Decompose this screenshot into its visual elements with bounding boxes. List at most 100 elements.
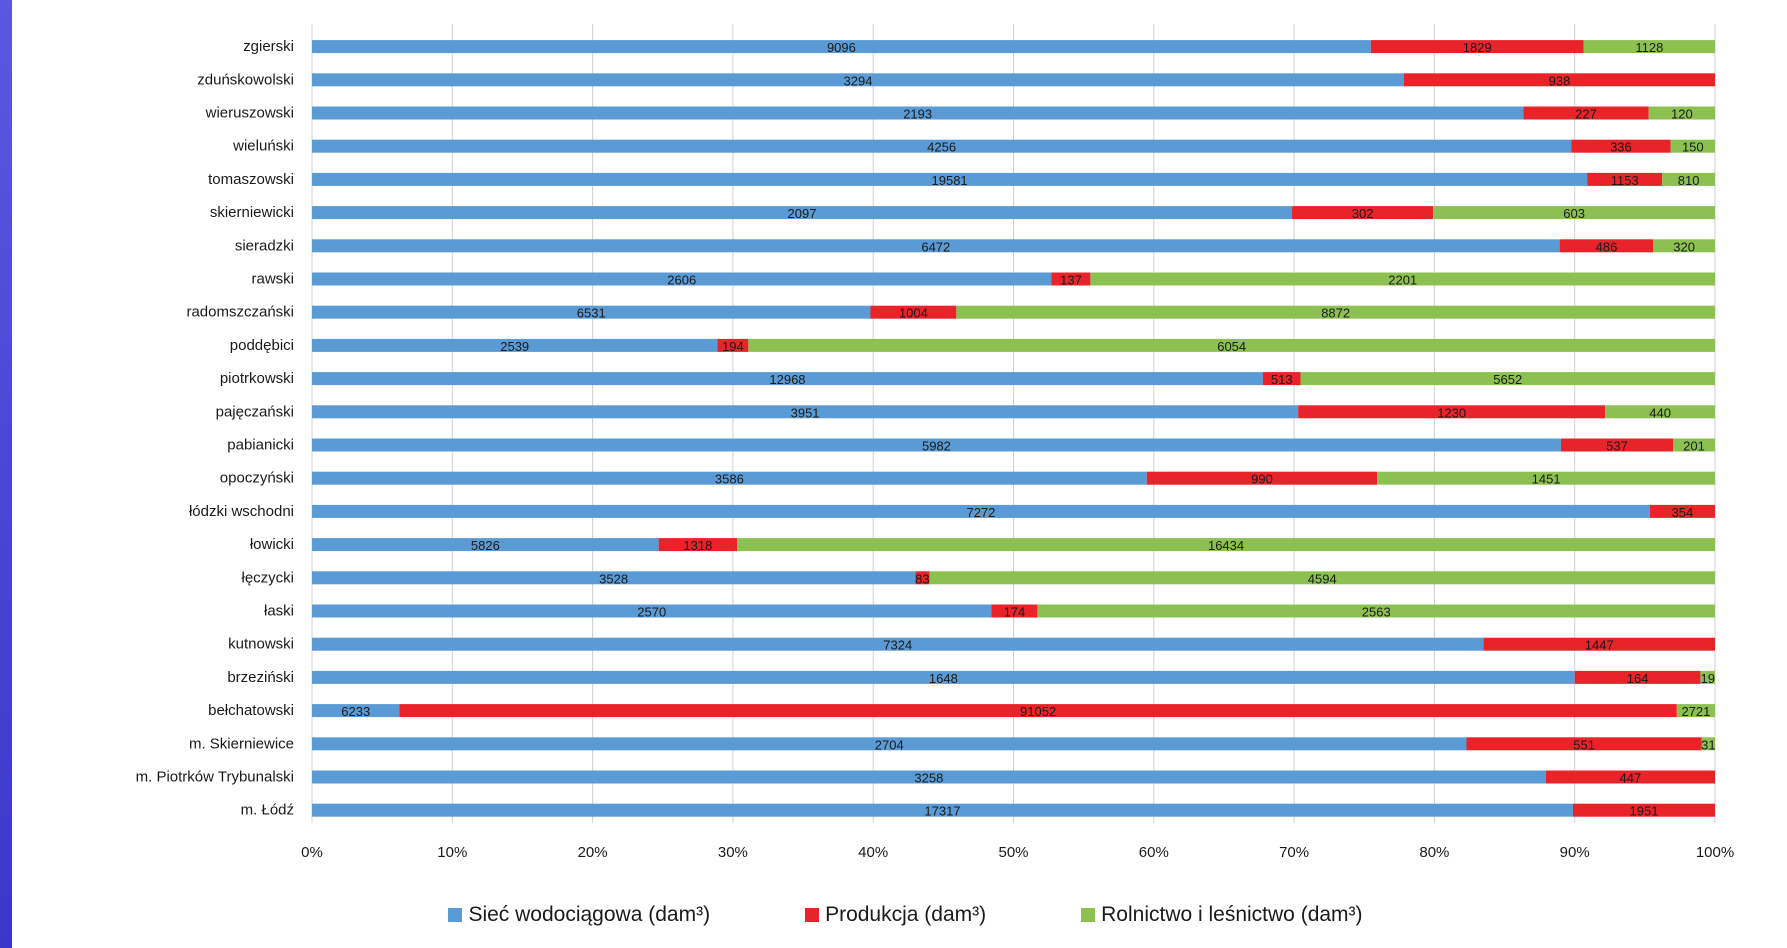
bar-segment-siec (312, 637, 1484, 651)
x-tick-label: 60% (1139, 844, 1169, 861)
bar-segment-produkcja (1298, 405, 1606, 419)
data-label-produkcja: 302 (1352, 206, 1374, 221)
legend-label-siec: Sieć wodociągowa (dam³) (468, 903, 711, 926)
category-label: sieradzki (235, 237, 294, 254)
bar-segment-siec (312, 571, 916, 585)
data-label-produkcja: 83 (915, 571, 929, 586)
bar-segment-siec (312, 372, 1263, 386)
bar-segment-produkcja (991, 604, 1038, 618)
data-label-siec: 17317 (924, 804, 960, 819)
bar-segment-siec (312, 803, 1573, 817)
data-label-produkcja: 1230 (1437, 405, 1466, 420)
data-label-produkcja: 990 (1251, 472, 1273, 487)
category-label: tomaszowski (208, 171, 294, 188)
bar-segment-siec (312, 670, 1575, 684)
x-tick-label: 50% (998, 844, 1028, 861)
bar-segment-produkcja (1523, 106, 1649, 120)
data-label-produkcja: 551 (1573, 737, 1595, 752)
bar-segment-rolnictwo (1090, 272, 1715, 286)
data-label-siec: 1648 (929, 671, 958, 686)
category-label: łaski (264, 603, 294, 620)
bar-segment-rolnictwo (1037, 604, 1715, 618)
bar-segment-siec (312, 405, 1299, 419)
bar-segment-rolnictwo (1653, 239, 1715, 253)
legend-label-produkcja: Produkcja (dam³) (825, 903, 987, 926)
data-label-produkcja: 447 (1620, 771, 1642, 786)
bar-segment-siec (312, 538, 659, 552)
data-label-siec: 2539 (500, 339, 529, 354)
data-label-rolnictwo: 2563 (1362, 605, 1391, 620)
data-label-siec: 6233 (341, 704, 370, 719)
data-label-rolnictwo: 16434 (1208, 538, 1244, 553)
data-label-siec: 3586 (715, 472, 744, 487)
stacked-bar-chart: 0% 10% 20% 30% 40% 50% 60% 70% 80% 90% 100% zgiersk… (136, 24, 1734, 861)
data-label-produkcja: 137 (1060, 273, 1082, 288)
data-label-rolnictwo: 440 (1649, 405, 1671, 420)
bar-segment-rolnictwo (1300, 372, 1715, 386)
legend-item-siec: Sieć wodociągowa (dam³) (448, 903, 710, 927)
bar-segment-siec (312, 239, 1560, 253)
bar-segment-siec (312, 172, 1588, 186)
x-tick-label: 20% (578, 844, 608, 861)
bar-segment-produkcja (1559, 239, 1654, 253)
data-label-produkcja: 194 (722, 339, 744, 354)
bar-segment-rolnictwo (1670, 139, 1715, 153)
data-label-siec: 3294 (844, 73, 873, 88)
legend-swatch-siec (448, 908, 463, 922)
category-label: kutnowski (228, 636, 294, 653)
category-label: brzeziński (227, 669, 294, 686)
bar-segment-rolnictwo (1673, 438, 1715, 452)
bar-segment-produkcja (870, 305, 957, 319)
data-label-rolnictwo: 4594 (1308, 571, 1337, 586)
data-label-produkcja: 1829 (1463, 40, 1492, 55)
bar-segment-siec (312, 206, 1293, 220)
data-label-produkcja: 1318 (683, 538, 712, 553)
data-label-rolnictwo: 5652 (1493, 372, 1522, 387)
data-label-rolnictwo: 603 (1563, 206, 1585, 221)
bar-segment-produkcja (1483, 637, 1715, 651)
x-tick-label: 70% (1279, 844, 1309, 861)
data-label-rolnictwo: 320 (1673, 239, 1695, 254)
data-label-siec: 3258 (914, 771, 943, 786)
category-label: rawski (251, 271, 294, 288)
bar-segment-produkcja (1571, 139, 1671, 153)
bar-segment-siec (312, 272, 1052, 286)
bar-segment-rolnictwo (1377, 471, 1715, 485)
x-tick-label: 30% (718, 844, 748, 861)
chart-panel: 0% 10% 20% 30% 40% 50% 60% 70% 80% 90% 100% zgiersk… (12, 0, 1787, 948)
bar-segment-rolnictwo (1433, 206, 1715, 220)
chart-legend: Sieć wodociągowa (dam³) Produkcja (dam³)… (12, 900, 1787, 930)
bar-segment-siec (312, 305, 871, 319)
bar-segment-produkcja (717, 338, 749, 352)
bar-segment-produkcja (1146, 471, 1378, 485)
data-label-produkcja: 1153 (1611, 173, 1639, 188)
bar-segment-produkcja (1292, 206, 1434, 220)
data-label-siec: 2606 (667, 273, 696, 288)
bar-segment-produkcja (1370, 40, 1584, 54)
data-label-siec: 2570 (637, 605, 666, 620)
data-label-siec: 6531 (577, 306, 606, 321)
bar-segment-rolnictwo (737, 538, 1715, 552)
bar-segment-siec (312, 338, 718, 352)
bar-segment-produkcja (1545, 770, 1715, 784)
category-label: zduńskowolski (197, 71, 294, 88)
category-label: pabianicki (227, 437, 294, 454)
category-label: m. Piotrków Trybunalski (136, 769, 294, 786)
bar-segment-siec (312, 73, 1405, 87)
category-label: skierniewicki (210, 204, 294, 221)
bar-segment-produkcja (399, 704, 1677, 718)
bar-segment-siec (312, 438, 1561, 452)
category-label: m. Łódź (241, 802, 294, 819)
data-label-rolnictwo: 8872 (1321, 306, 1350, 321)
bar-segment-rolnictwo (748, 338, 1715, 352)
bar-segment-rolnictwo (1676, 704, 1715, 718)
bar-segment-rolnictwo (1583, 40, 1715, 54)
bar-segment-siec (312, 40, 1371, 54)
data-label-rolnictwo: 1451 (1532, 472, 1561, 487)
data-label-produkcja: 227 (1575, 107, 1597, 122)
category-label: poddębici (230, 337, 294, 354)
data-label-produkcja: 1447 (1585, 638, 1614, 653)
data-label-produkcja: 164 (1627, 671, 1649, 686)
category-label: m. Skierniewice (189, 735, 294, 752)
